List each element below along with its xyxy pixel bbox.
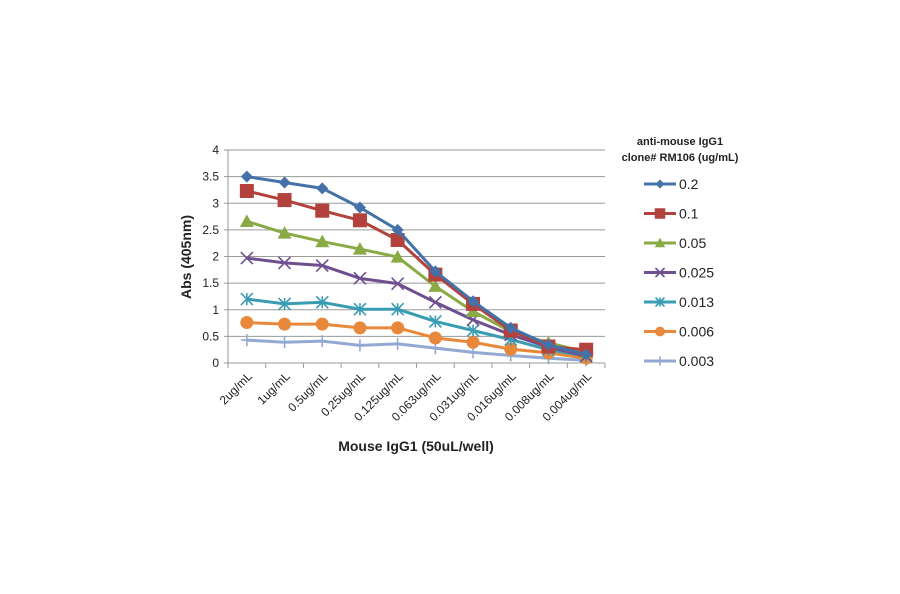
data-point xyxy=(315,234,330,248)
data-point xyxy=(391,223,404,236)
legend-item: 0.2 xyxy=(644,176,699,192)
series-line xyxy=(246,338,587,362)
series-line xyxy=(246,189,587,352)
data-point xyxy=(467,295,480,308)
series-line xyxy=(246,175,587,356)
data-point xyxy=(391,337,404,350)
data-point xyxy=(390,250,405,263)
data-point xyxy=(315,295,329,309)
y-tick-label: 0.5 xyxy=(202,329,219,343)
legend-label: 0.1 xyxy=(679,206,699,222)
legend-label: 0.025 xyxy=(679,265,714,281)
data-point xyxy=(353,302,367,316)
legend-label: 0.006 xyxy=(679,324,714,340)
x-axis-label: Mouse IgG1 (50uL/well) xyxy=(338,438,494,454)
y-tick-label: 0 xyxy=(212,356,219,370)
data-point xyxy=(428,295,442,309)
data-point xyxy=(391,277,405,291)
y-tick-label: 2 xyxy=(212,250,219,264)
data-point xyxy=(278,336,291,349)
legend-item: 0.05 xyxy=(644,235,706,251)
data-point xyxy=(316,335,329,348)
data-point xyxy=(428,314,442,329)
legend-item: 0.1 xyxy=(644,206,699,222)
data-point xyxy=(654,208,666,219)
data-point xyxy=(315,203,330,218)
x-axis-ticks: 2ug/mL 1ug/mL0.5ug/mL0.25ug/mL0.125ug/mL0… xyxy=(217,369,595,424)
series-line xyxy=(246,256,587,358)
data-point xyxy=(390,232,405,247)
y-tick-label: 4 xyxy=(212,143,219,157)
data-point xyxy=(277,193,292,208)
data-point xyxy=(352,242,367,255)
data-point xyxy=(239,214,254,227)
legend-label: 0.013 xyxy=(679,294,714,310)
data-point xyxy=(353,339,366,352)
data-point xyxy=(654,237,666,248)
legend-label: 0.05 xyxy=(679,235,706,251)
series-line xyxy=(246,321,587,360)
data-point xyxy=(391,302,405,316)
data-point xyxy=(277,256,292,270)
legend: 0.2 0.1 0.05 0.025 0.013 0.006 0.003 xyxy=(644,176,714,369)
legend-item: 0.006 xyxy=(644,324,714,340)
data-point xyxy=(654,296,666,308)
data-point xyxy=(429,265,442,278)
legend-item: 0.025 xyxy=(644,265,714,281)
data-point xyxy=(316,182,329,195)
data-point xyxy=(655,326,665,337)
data-point xyxy=(353,321,367,335)
legend-title-line-2: clone# RM106 (ug/mL) xyxy=(622,152,739,164)
data-point xyxy=(353,271,367,285)
y-axis-label: Abs (405nm) xyxy=(178,215,194,299)
legend-item: 0.013 xyxy=(644,294,714,310)
data-point xyxy=(466,323,480,338)
data-point xyxy=(428,331,442,345)
data-point xyxy=(240,251,254,265)
data-point xyxy=(278,317,292,331)
data-point xyxy=(466,335,480,349)
y-tick-label: 3.5 xyxy=(202,170,219,184)
data-point xyxy=(504,342,518,356)
series-group xyxy=(239,170,594,367)
y-tick-label: 2.5 xyxy=(202,223,219,237)
y-tick-label: 3 xyxy=(212,196,219,210)
data-point xyxy=(277,297,292,311)
data-point xyxy=(391,321,405,335)
y-tick-label: 1 xyxy=(212,303,219,317)
data-point xyxy=(352,213,367,228)
data-point xyxy=(240,170,253,183)
series-0.2 xyxy=(240,170,593,361)
data-point xyxy=(315,258,329,273)
data-point xyxy=(353,201,366,214)
legend-title-line-1: anti-mouse IgG1 xyxy=(637,136,723,148)
data-point xyxy=(240,292,254,306)
series-line xyxy=(246,297,587,358)
data-point xyxy=(654,267,666,278)
data-point xyxy=(655,356,665,366)
data-point xyxy=(428,279,443,292)
legend-label: 0.2 xyxy=(679,176,699,192)
data-point xyxy=(240,316,254,330)
data-point xyxy=(580,348,593,361)
data-point xyxy=(655,179,665,189)
legend-label: 0.003 xyxy=(679,353,714,369)
series-0.013 xyxy=(240,292,593,363)
data-point xyxy=(504,321,517,334)
data-point xyxy=(240,334,253,347)
data-point xyxy=(315,317,329,331)
y-tick-label: 1.5 xyxy=(202,276,219,290)
legend-item: 0.003 xyxy=(644,353,714,369)
x-tick-label: 2ug/mL xyxy=(217,369,255,407)
data-point xyxy=(542,338,555,351)
data-point xyxy=(278,176,291,189)
data-point xyxy=(239,184,254,199)
data-point xyxy=(277,226,292,239)
y-axis-ticks: 0 0.5 1 1.5 2 2.5 3 3.5 4 xyxy=(202,143,219,370)
